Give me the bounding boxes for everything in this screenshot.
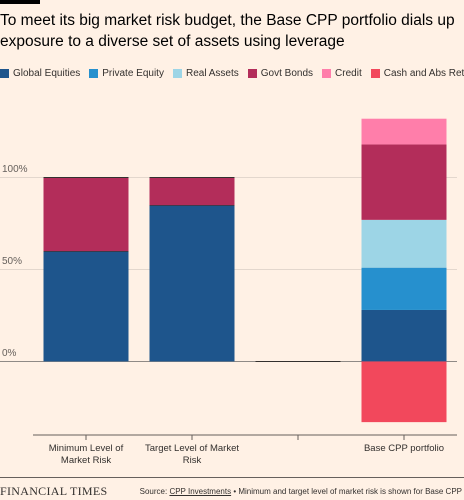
bar-segment [361,118,447,145]
bar-segment [43,251,129,362]
legend-item: Cash and Abs Ret [370,68,464,79]
top-rule [0,0,40,4]
bar-segment [149,177,235,206]
brand: FINANCIAL TIMES [0,484,108,498]
legend-label: Private Equity [102,68,164,79]
legend-label: Real Assets [185,68,239,79]
legend-item: Real Assets [172,68,239,79]
x-tick-label: Minimum Level of Market Risk [48,443,124,466]
x-tick-label: Base CPP portfolio [363,443,445,454]
footer-rule [0,477,464,478]
legend-item: Global Equities [0,68,80,79]
bar-segment [361,361,447,423]
legend-swatch [370,69,380,78]
bar-segment [361,267,447,310]
legend-label: Global Equities [13,68,81,79]
source-prefix: Source: [139,487,168,496]
legend-item: Govt Bonds [247,68,314,79]
source-link: CPP Investments [169,487,232,496]
y-tick-label: 50% [2,256,22,267]
x-tick-label-box: Minimum Level of Market Risk [48,443,124,466]
legend-swatch [172,69,182,78]
note: • Minimum and target level of market ris… [233,487,462,496]
bar-segment [361,144,447,220]
x-tick-label-box [246,443,350,473]
bar-segment [43,177,129,252]
x-tick-label-box: Base CPP portfolio [363,443,445,454]
legend-swatch [89,69,99,78]
legend-swatch [322,69,332,78]
legend-label: Cash and Abs Ret [383,68,464,79]
y-tick-label: 0% [2,348,17,359]
legend-swatch [0,69,9,78]
chart-title: To meet its big market risk budget, the … [0,12,455,50]
bar-segment [361,309,447,362]
legend-item: Private Equity [89,68,164,79]
bar-segment [361,219,447,268]
legend-label: Credit [335,68,362,79]
legend-item: Credit [322,68,362,79]
bar-segment [149,205,235,362]
legend-swatch [247,69,257,78]
source: Source: CPP Investments • Minimum and ta… [140,487,462,496]
legend-label: Govt Bonds [260,68,314,79]
x-tick-label: Target Level of Market Risk [145,443,239,466]
x-tick-label-box: Target Level of Market Risk [145,443,239,466]
y-tick-label: 100% [2,164,28,175]
legend: Global Equities Private Equity Real Assets… [0,68,464,79]
